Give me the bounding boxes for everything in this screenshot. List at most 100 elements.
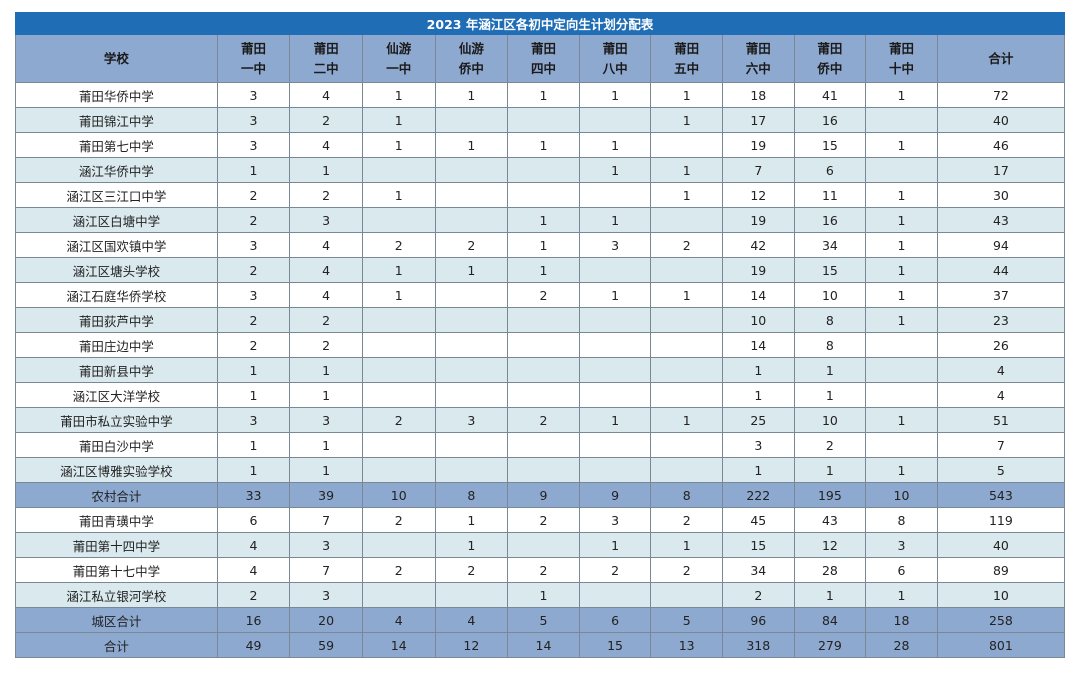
quota-cell: 1: [865, 132, 938, 158]
quota-cell: 7: [721, 157, 795, 183]
quota-cell: 222: [721, 482, 795, 508]
quota-cell: 42: [721, 232, 795, 258]
school-name-cell: 莆田第七中学: [15, 132, 218, 158]
quota-cell: 3: [721, 432, 795, 458]
row-total-cell: 543: [936, 482, 1066, 508]
quota-cell: 1: [578, 132, 652, 158]
column-header-line: 莆田: [817, 40, 843, 56]
quota-cell: 4: [289, 232, 363, 258]
quota-cell: [434, 207, 509, 233]
quota-cell: 18: [721, 82, 795, 108]
quota-cell: [434, 582, 509, 608]
quota-cell: [434, 282, 509, 308]
quota-cell: 14: [721, 332, 795, 358]
quota-cell: 11: [793, 182, 867, 208]
quota-cell: 1: [507, 257, 580, 283]
quota-cell: 1: [721, 382, 795, 408]
quota-cell: 1: [434, 257, 509, 283]
quota-cell: [865, 432, 938, 458]
quota-cell: [650, 432, 723, 458]
quota-cell: 1: [289, 382, 363, 408]
quota-cell: 34: [793, 232, 867, 258]
quota-cell: [361, 157, 436, 183]
quota-cell: 20: [289, 607, 363, 633]
row-total-cell: 801: [936, 632, 1066, 658]
school-name-cell: 莆田庄边中学: [15, 332, 218, 358]
quota-cell: 5: [507, 607, 580, 633]
quota-cell: 19: [721, 257, 795, 283]
quota-cell: [650, 382, 723, 408]
quota-cell: 8: [650, 482, 723, 508]
quota-cell: 12: [793, 532, 867, 558]
quota-cell: 1: [216, 457, 291, 483]
table-body: 莆田华侨中学 3 4 1 1 1 1 1 18 41 1 72 莆田锦江中学 3 2 1 1 17 16 40 莆田第七…: [15, 82, 1066, 658]
school-name-cell: 莆田华侨中学: [15, 82, 218, 108]
quota-cell: 14: [721, 282, 795, 308]
table-title-row: 2023 年涵江区各初中定向生计划分配表: [15, 12, 1065, 35]
quota-cell: 2: [216, 257, 291, 283]
quota-cell: 3: [289, 207, 363, 233]
quota-cell: 279: [793, 632, 867, 658]
subtotal-row: 农村合计 33 39 10 8 9 9 8 222 195 10 543: [15, 482, 1066, 508]
quota-cell: [434, 307, 509, 333]
column-header: 莆田 五中: [650, 34, 723, 83]
row-total-cell: 44: [936, 257, 1066, 283]
quota-cell: 15: [793, 257, 867, 283]
quota-cell: 1: [289, 457, 363, 483]
column-header: 莆田 六中: [721, 34, 795, 83]
column-header-line: 二中: [313, 60, 339, 76]
quota-cell: 3: [216, 232, 291, 258]
school-name-cell: 莆田第十七中学: [15, 557, 218, 583]
quota-cell: 41: [793, 82, 867, 108]
quota-cell: 2: [650, 557, 723, 583]
quota-cell: [578, 582, 652, 608]
quota-cell: 2: [507, 557, 580, 583]
column-header-line: 十中: [889, 60, 915, 76]
quota-cell: 12: [434, 632, 509, 658]
quota-cell: 4: [216, 532, 291, 558]
allocation-table: 2023 年涵江区各初中定向生计划分配表 学校 莆田 一中 莆田 二中 仙游 一中 仙游 侨中莆…: [15, 12, 1066, 658]
quota-cell: [578, 307, 652, 333]
quota-cell: 16: [793, 107, 867, 133]
quota-cell: 9: [507, 482, 580, 508]
row-total-cell: 46: [936, 132, 1066, 158]
table-row: 莆田锦江中学 3 2 1 1 17 16 40: [15, 107, 1066, 133]
quota-cell: 6: [793, 157, 867, 183]
quota-cell: 2: [721, 582, 795, 608]
quota-cell: 2: [289, 332, 363, 358]
school-name-cell: 城区合计: [15, 607, 218, 633]
school-name-cell: 涵江区大洋学校: [15, 382, 218, 408]
row-total-cell: 119: [936, 507, 1066, 533]
quota-cell: 15: [721, 532, 795, 558]
quota-cell: 1: [721, 457, 795, 483]
column-header-line: 一中: [386, 60, 412, 76]
quota-cell: 12: [721, 182, 795, 208]
quota-cell: 59: [289, 632, 363, 658]
quota-cell: [434, 357, 509, 383]
school-name-cell: 莆田市私立实验中学: [15, 407, 218, 433]
quota-cell: 2: [793, 432, 867, 458]
quota-cell: 1: [865, 407, 938, 433]
quota-cell: 8: [793, 307, 867, 333]
quota-cell: 1: [578, 157, 652, 183]
quota-cell: 1: [216, 432, 291, 458]
table-row: 莆田白沙中学 1 1 3 2 7: [15, 432, 1066, 458]
column-header: 学校: [15, 34, 218, 83]
quota-cell: 2: [289, 182, 363, 208]
quota-cell: 3: [578, 507, 652, 533]
table-row: 涵江区博雅实验学校 1 1 1 1 1 5: [15, 457, 1066, 483]
quota-cell: 1: [793, 582, 867, 608]
quota-cell: 2: [434, 232, 509, 258]
quota-cell: 1: [865, 582, 938, 608]
quota-cell: 13: [650, 632, 723, 658]
quota-cell: 6: [578, 607, 652, 633]
column-header-line: 莆田: [602, 40, 628, 56]
quota-cell: [434, 107, 509, 133]
table-row: 涵江区塘头学校 2 4 1 1 1 19 15 1 44: [15, 257, 1066, 283]
quota-cell: 2: [216, 307, 291, 333]
quota-cell: [578, 182, 652, 208]
quota-cell: [361, 207, 436, 233]
column-header-line: 学校: [103, 50, 129, 66]
quota-cell: 2: [507, 407, 580, 433]
quota-cell: [361, 432, 436, 458]
